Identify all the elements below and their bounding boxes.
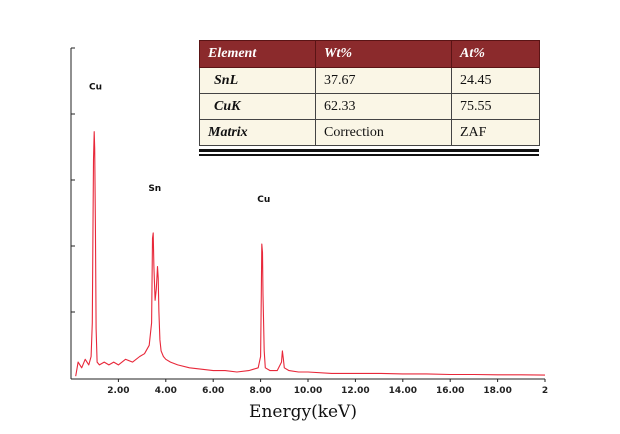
chart-series-layer [75, 131, 546, 377]
x-tick-label: 2.00 [107, 386, 129, 396]
table-row: SnL 37.67 24.45 [199, 67, 540, 94]
table-cell: Correction [315, 119, 452, 146]
composition-table-grid: Element Wt% At% SnL 37.67 24.45 CuK 62.3… [199, 40, 540, 146]
table-row: Matrix Correction ZAF [199, 119, 540, 146]
table-cell: CuK [199, 93, 316, 120]
x-tick-label: 18.00 [483, 386, 511, 396]
table-cell: 24.45 [451, 67, 540, 94]
spectrum-series-line [75, 131, 546, 377]
table-bottom-rule-secondary [199, 154, 539, 156]
table-cell: Matrix [199, 119, 316, 146]
table-cell: SnL [199, 67, 316, 94]
table-cell: 75.55 [451, 93, 540, 120]
table-row: CuK 62.33 75.55 [199, 93, 540, 120]
x-tick-label: 10.00 [294, 386, 322, 396]
x-tick-label: 16.00 [436, 386, 464, 396]
x-tick-label: 12.00 [341, 386, 369, 396]
peak-label-cu: Cu [257, 195, 270, 205]
table-header-at: At% [451, 40, 540, 68]
x-tick-label: 2 [542, 386, 548, 396]
table-bottom-rule [199, 149, 539, 152]
composition-table: Element Wt% At% SnL 37.67 24.45 CuK 62.3… [199, 40, 540, 156]
x-tick-labels: 2.00 4.00 6.00 8.00 10.00 12.00 14.00 16.00 18.0… [107, 379, 548, 396]
x-tick-label: 14.00 [389, 386, 417, 396]
peak-label-cu: Cu [89, 83, 102, 93]
x-axis-title: Energy(keV) [249, 402, 357, 422]
table-cell: 62.33 [315, 93, 452, 120]
table-header-element: Element [199, 40, 316, 68]
table-header-row: Element Wt% At% [199, 40, 540, 68]
table-cell: 37.67 [315, 67, 452, 94]
peak-label-sn: Sn [148, 184, 161, 194]
x-tick-label: 6.00 [202, 386, 224, 396]
x-tick-label: 8.00 [249, 386, 271, 396]
table-header-wt: Wt% [315, 40, 452, 68]
x-tick-label: 4.00 [155, 386, 177, 396]
peak-labels: Cu Sn Cu [89, 83, 270, 205]
table-cell: ZAF [451, 119, 540, 146]
